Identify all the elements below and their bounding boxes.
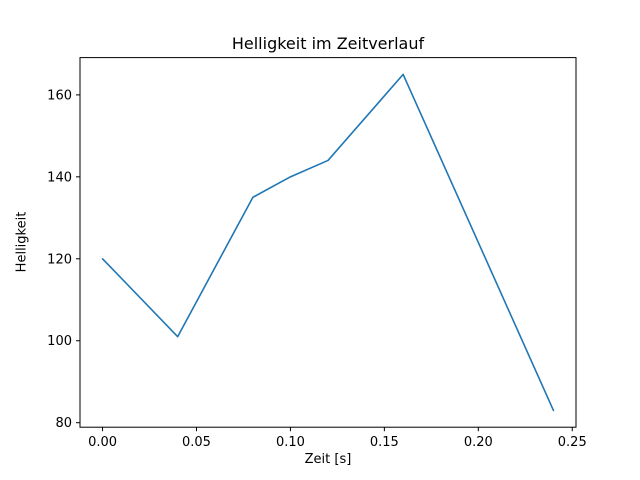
x-tick-label: 0.00 <box>88 435 117 450</box>
y-tick-label: 140 <box>47 170 72 185</box>
x-tick-label: 0.25 <box>558 435 587 450</box>
x-tick-label: 0.05 <box>182 435 211 450</box>
y-tick-label: 80 <box>55 416 72 431</box>
data-line <box>101 73 555 412</box>
x-tick-label: 0.20 <box>464 435 493 450</box>
x-tick-label: 0.15 <box>370 435 399 450</box>
y-tick-label: 120 <box>47 252 72 267</box>
x-axis-label: Zeit [s] <box>304 452 352 467</box>
y-tick-label: 100 <box>47 334 72 349</box>
y-axis-label: Helligkeit <box>14 211 30 273</box>
chart-title: Helligkeit im Zeitverlauf <box>231 34 425 53</box>
x-tick-label: 0.10 <box>276 435 305 450</box>
axes-spines <box>79 57 577 428</box>
y-tick-label: 160 <box>47 88 72 103</box>
